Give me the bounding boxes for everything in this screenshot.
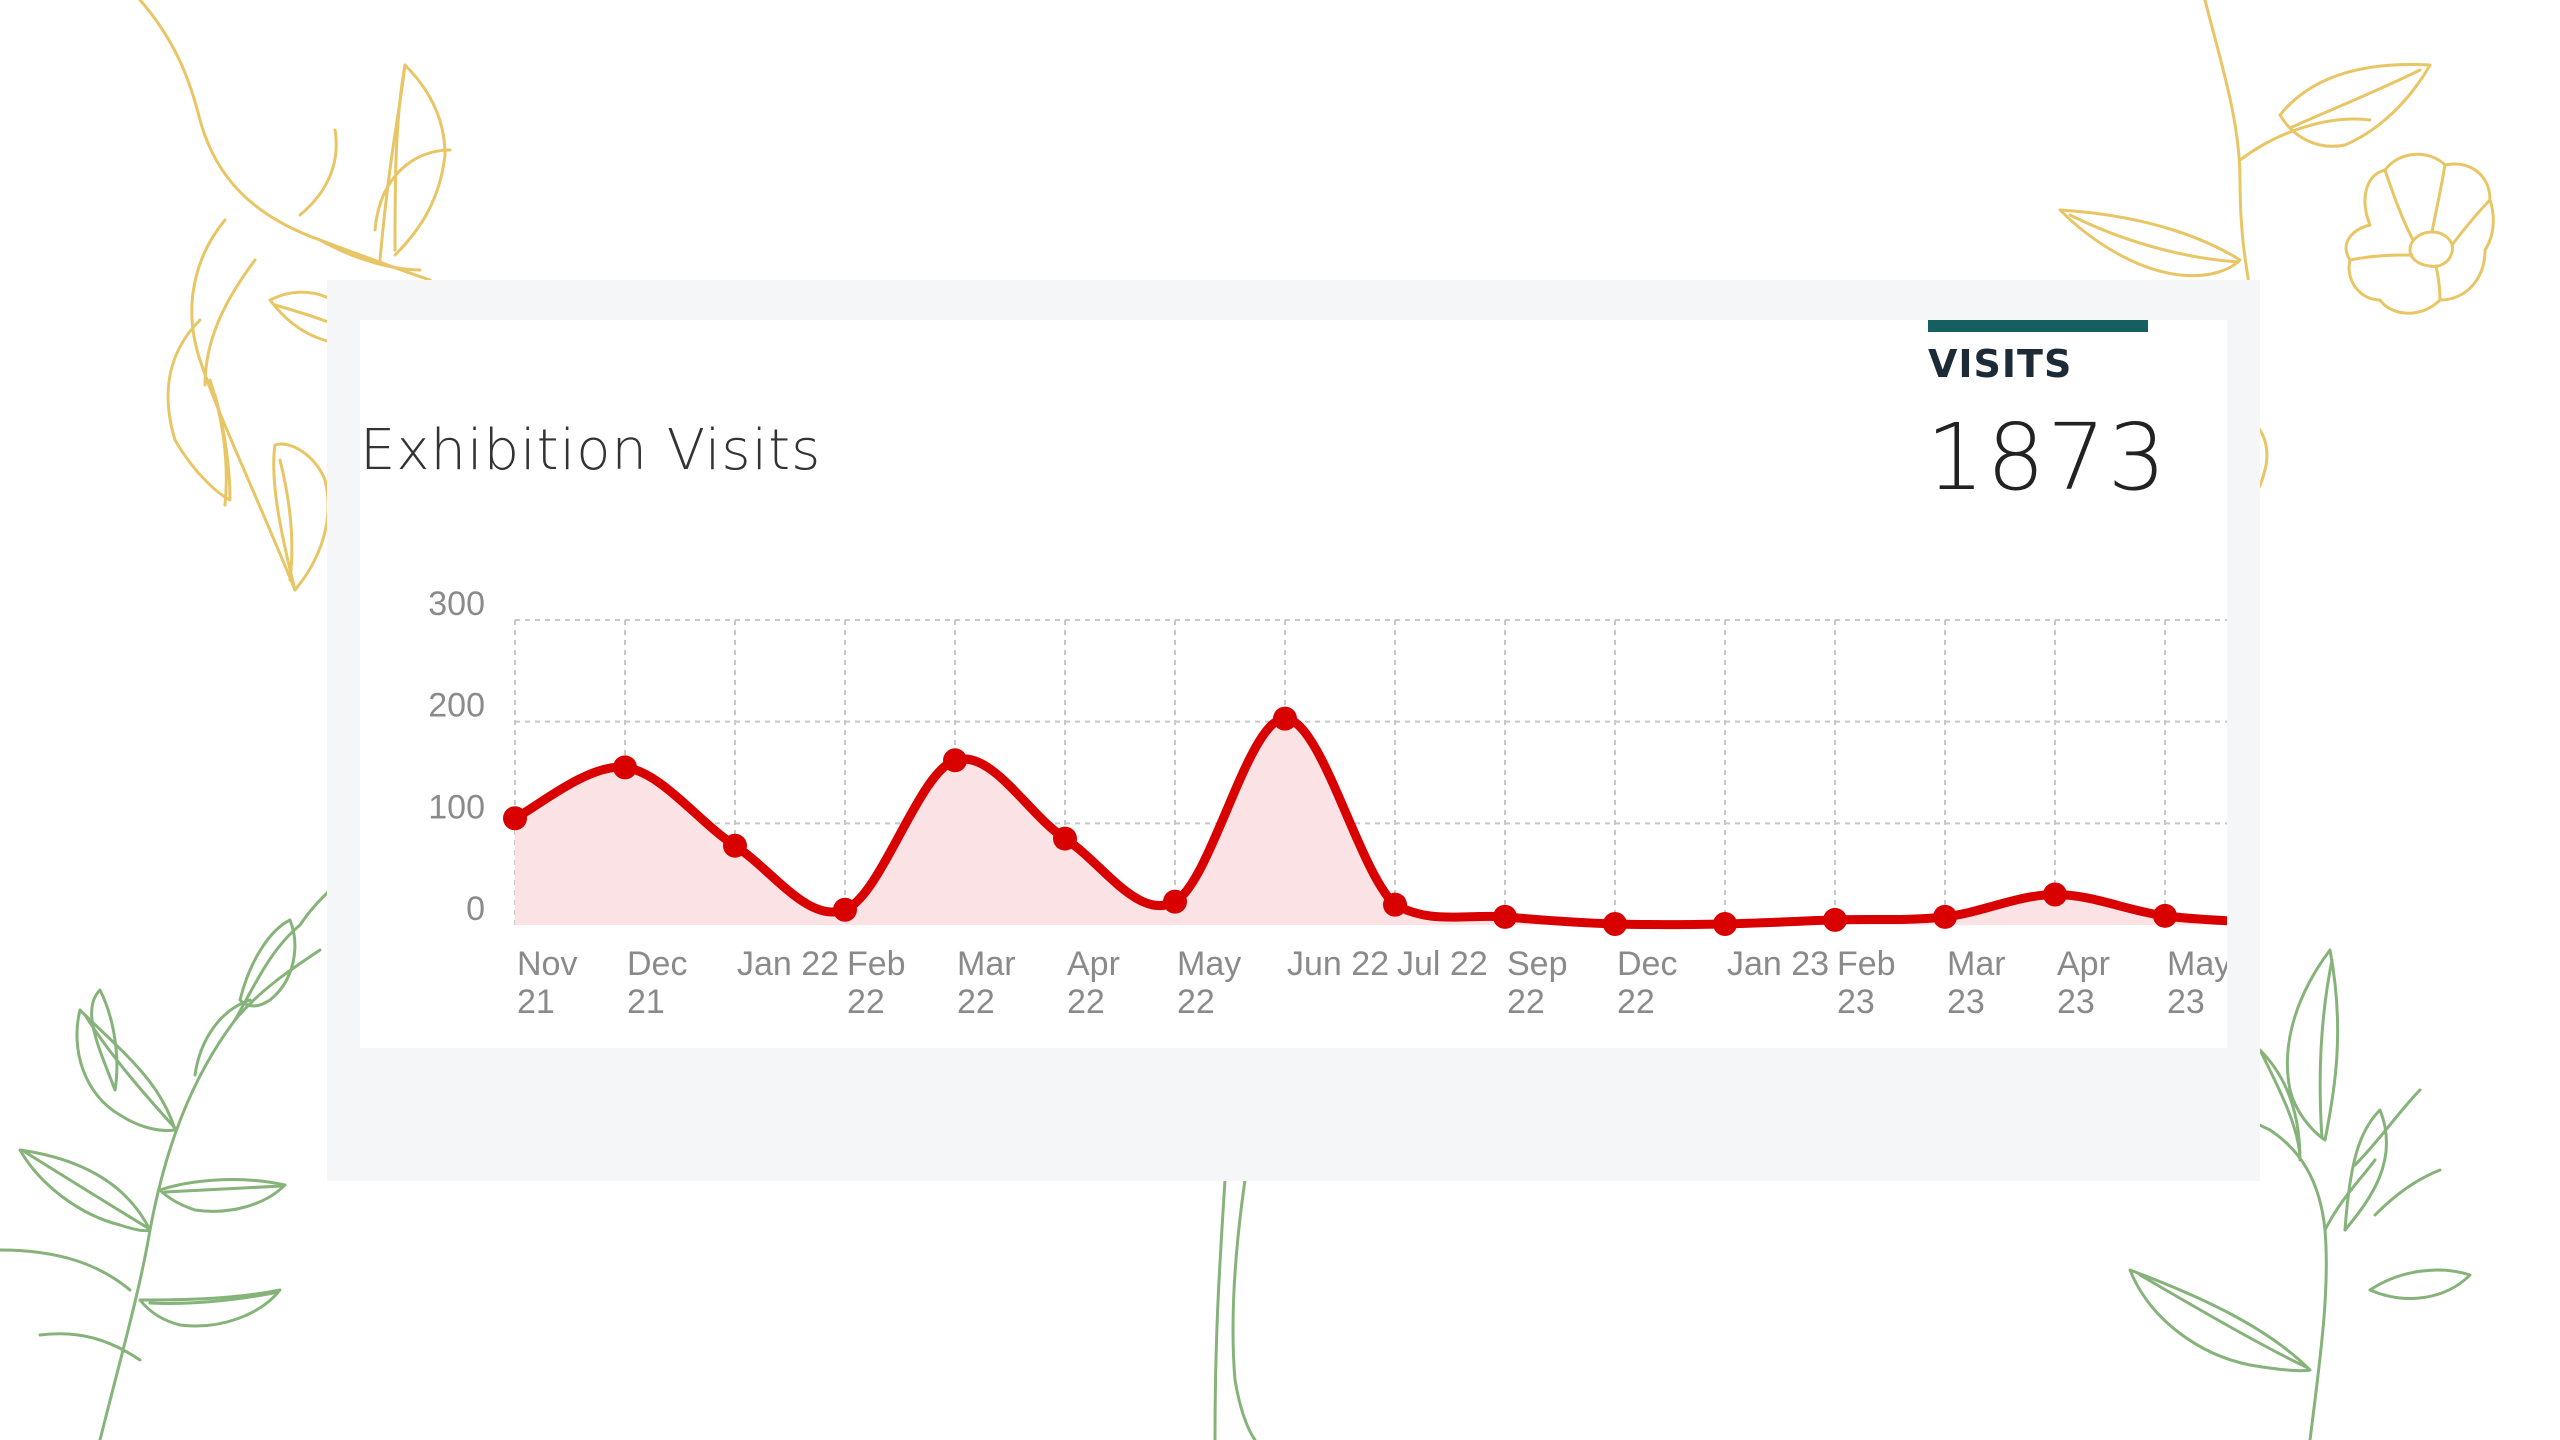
y-tick-label: 100 xyxy=(428,788,485,826)
x-tick-label-line2: 21 xyxy=(627,983,665,1021)
x-tick-label: Nov xyxy=(517,945,577,983)
x-tick-label: Mar xyxy=(1947,945,2006,983)
data-point xyxy=(613,755,637,780)
x-tick-label: May xyxy=(1177,945,1241,983)
x-tick-label-line2: 21 xyxy=(517,983,555,1021)
x-tick-label: Apr xyxy=(1067,945,1120,983)
data-point xyxy=(723,833,747,858)
x-tick-label-line2: 22 xyxy=(957,983,995,1021)
data-point xyxy=(1053,826,1077,851)
series-area xyxy=(515,718,2227,925)
x-tick-label: Mar xyxy=(957,945,1016,983)
x-tick-label-line2: 22 xyxy=(1507,983,1545,1021)
data-point xyxy=(1713,911,1737,936)
x-tick-label-line2: 22 xyxy=(1067,983,1105,1021)
x-tick-label: Feb xyxy=(1837,945,1896,983)
data-point xyxy=(1933,904,1957,929)
y-tick-label: 300 xyxy=(428,585,485,623)
chart-title: Exhibition Visits xyxy=(360,418,822,483)
x-tick-label: Dec xyxy=(627,945,687,983)
x-tick-label-line2: 22 xyxy=(1177,983,1215,1021)
x-tick-label: Jul 22 xyxy=(1397,945,1488,983)
x-tick-label: Feb xyxy=(847,945,906,983)
x-tick-label-line2: 23 xyxy=(2167,983,2205,1021)
x-tick-label: Dec xyxy=(1617,945,1677,983)
data-point xyxy=(503,806,527,831)
gold-flower-right-icon xyxy=(2058,0,2495,517)
kpi-accent-bar xyxy=(1928,320,2148,332)
data-point xyxy=(1163,889,1187,914)
x-tick-label: Jan 23 xyxy=(1727,945,1829,983)
y-tick-label: 200 xyxy=(428,687,485,725)
data-point xyxy=(1493,904,1517,929)
data-point xyxy=(2153,903,2177,928)
x-tick-label: Jan 22 xyxy=(737,945,839,983)
x-tick-label-line2: 23 xyxy=(1837,983,1875,1021)
data-point xyxy=(1603,911,1627,936)
kpi-label: VISITS xyxy=(1928,342,2073,386)
x-tick-label-line2: 23 xyxy=(2057,983,2095,1021)
data-point xyxy=(2043,882,2067,907)
data-point xyxy=(1273,706,1297,731)
green-stem-center-icon xyxy=(1213,1178,1257,1440)
data-point xyxy=(943,748,967,773)
x-tick-label: Apr xyxy=(2057,945,2110,983)
gold-vine-left-icon xyxy=(138,0,452,592)
data-point xyxy=(1823,907,1847,932)
x-tick-label: Jun 22 xyxy=(1287,945,1389,983)
x-tick-label: May xyxy=(2167,945,2227,983)
green-vine-left-icon xyxy=(0,888,332,1440)
data-point xyxy=(1383,892,1407,917)
kpi-value: 1873 xyxy=(1926,404,2169,511)
x-tick-label-line2: 23 xyxy=(1947,983,1985,1021)
x-tick-label: Sep xyxy=(1507,945,1568,983)
x-tick-label-line2: 22 xyxy=(1617,983,1655,1021)
chart-card: 300 200 100 0 Nov 21 Dec 21 Jan 22 Feb 22 Mar 22 Apr 2… xyxy=(360,320,2227,1048)
y-tick-label: 0 xyxy=(466,890,485,928)
data-point xyxy=(833,897,857,922)
x-tick-label-line2: 22 xyxy=(847,983,885,1021)
